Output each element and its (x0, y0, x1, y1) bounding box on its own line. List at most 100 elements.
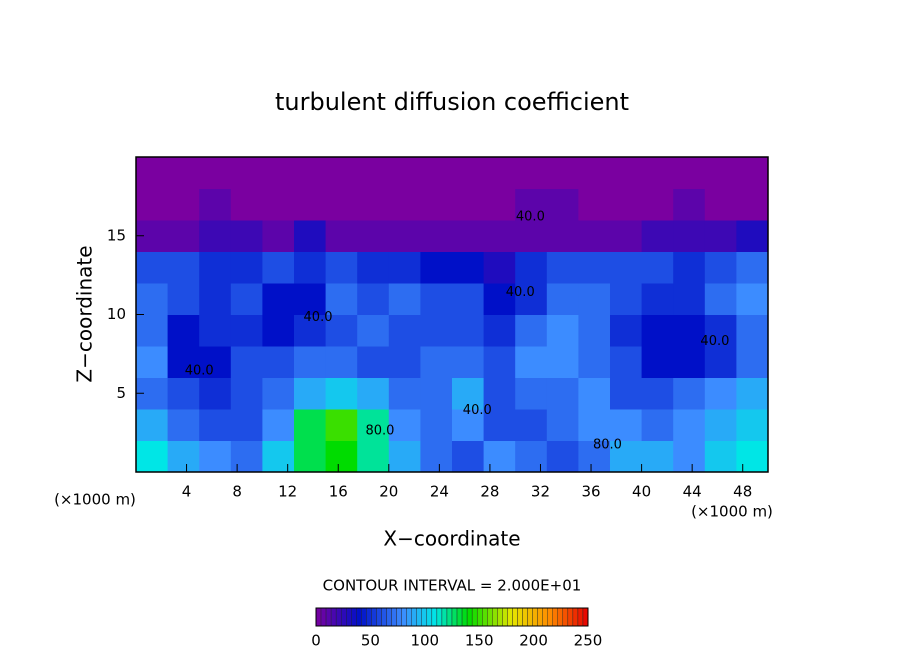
heat-cell (610, 220, 643, 252)
heat-cell (420, 251, 453, 284)
heat-cell (420, 377, 453, 410)
heat-cell (230, 440, 263, 473)
colorbar-swatch (557, 607, 564, 627)
heat-cell (704, 409, 737, 441)
heat-cell (704, 314, 737, 347)
heat-cell (641, 283, 674, 315)
colorbar-swatch (441, 607, 448, 627)
heat-cell (452, 283, 485, 315)
x-tick-label: 36 (581, 483, 600, 501)
heat-cell (167, 251, 200, 284)
heat-cell (199, 346, 232, 378)
heat-cell (673, 283, 706, 315)
heat-cell (515, 409, 548, 441)
heat-cell (515, 283, 548, 315)
heat-cell (357, 440, 390, 473)
heat-cell (325, 188, 358, 221)
heat-cell (199, 377, 232, 410)
heat-cell (230, 346, 263, 378)
x-tick-label: 8 (232, 483, 242, 501)
y-unit-label: (×1000 m) (54, 491, 136, 509)
heat-cell (673, 377, 706, 410)
heat-cell (325, 377, 358, 410)
x-tick-label: 20 (379, 483, 398, 501)
heat-cell (388, 377, 421, 410)
heat-cell (136, 314, 169, 347)
heat-cell (452, 440, 485, 473)
heat-cell (546, 409, 579, 441)
y-tick-label: 5 (116, 384, 126, 402)
heat-cell (610, 283, 643, 315)
heat-cell (452, 188, 485, 221)
colorbar-swatch (451, 607, 458, 627)
heat-cell (736, 157, 769, 189)
contour-label: 40.0 (516, 209, 545, 224)
heat-cell (167, 377, 200, 410)
heat-cell (420, 346, 453, 378)
heat-cell (262, 220, 295, 252)
x-tick-label: 44 (683, 483, 702, 501)
heat-cell (325, 283, 358, 315)
heat-cell (546, 377, 579, 410)
heat-cell (578, 157, 611, 189)
colorbar-tick-label: 250 (574, 632, 603, 650)
colorbar-swatch (512, 607, 518, 627)
x-tick-label: 12 (278, 483, 297, 501)
heat-cell (546, 220, 579, 252)
heat-cell (483, 188, 516, 221)
heat-cell (230, 377, 263, 410)
heat-cell (673, 314, 706, 347)
heat-cell (167, 409, 200, 441)
heat-cell (230, 157, 263, 189)
heat-cell (578, 440, 611, 473)
heat-cell (357, 283, 390, 315)
heat-cell (546, 314, 579, 347)
heat-cell (578, 377, 611, 410)
colorbar-tick-label: 0 (311, 632, 321, 650)
heat-cell (515, 377, 548, 410)
heat-cell (294, 377, 327, 410)
heat-cell (641, 409, 674, 441)
colorbar-frame (315, 607, 589, 627)
colorbar-swatch (542, 607, 548, 627)
heat-cell (420, 440, 453, 473)
heat-cell (357, 409, 390, 441)
heat-cell (736, 283, 769, 315)
heat-cell (325, 409, 358, 441)
heat-cell (136, 409, 169, 441)
heat-cell (294, 314, 327, 347)
heat-cell (673, 157, 706, 189)
heat-cell (167, 314, 200, 347)
heat-cell (167, 157, 200, 189)
heat-cell (262, 251, 295, 284)
colorbar-swatch (582, 607, 589, 627)
heat-cell (515, 314, 548, 347)
heat-cell (230, 409, 263, 441)
colorbar-swatch (371, 607, 377, 627)
heat-cell (357, 188, 390, 221)
heat-cell (578, 251, 611, 284)
x-tick-label: 28 (480, 483, 499, 501)
heat-cell (357, 346, 390, 378)
colorbar-swatch (396, 607, 402, 627)
heat-cell (515, 157, 548, 189)
colorbar-swatch (522, 607, 528, 627)
heat-cell (325, 440, 358, 473)
heat-cell (325, 346, 358, 378)
x-tick-label: 32 (531, 483, 550, 501)
heat-cell (136, 283, 169, 315)
colorbar-swatch (320, 607, 327, 627)
colorbar-swatch (411, 607, 417, 627)
x-unit-label: (×1000 m) (691, 503, 773, 521)
colorbar-swatch (572, 607, 579, 627)
heat-cell (388, 188, 421, 221)
heat-cell (515, 220, 548, 252)
heat-cell (515, 346, 548, 378)
chart-title: turbulent diffusion coefficient (275, 88, 629, 116)
colorbar-swatch (552, 607, 558, 627)
heat-cell (199, 220, 232, 252)
heat-cell (388, 220, 421, 252)
heat-cell (294, 346, 327, 378)
heat-cell (546, 157, 579, 189)
heat-cell (736, 251, 769, 284)
